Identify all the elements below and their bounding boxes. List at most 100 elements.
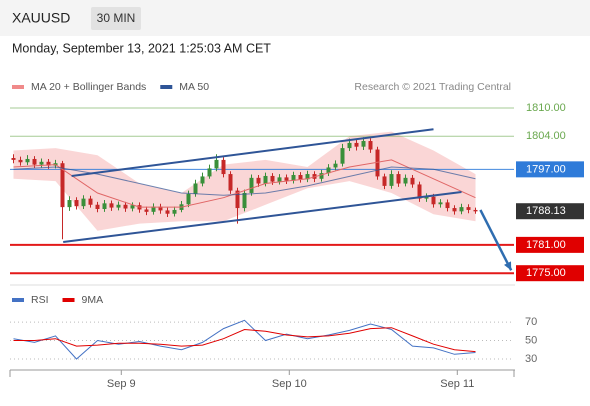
- candle-body: [410, 177, 415, 185]
- datetime: Monday, September 13, 2021 1:25:03 AM CE…: [12, 41, 271, 55]
- candle-body: [347, 142, 352, 149]
- candle-body: [270, 175, 275, 182]
- candle-body: [333, 163, 338, 168]
- candle-body: [214, 159, 219, 169]
- level-box: [516, 265, 584, 282]
- level-label: 1804.00: [526, 130, 566, 142]
- candle-body: [473, 209, 478, 212]
- ma20-line: [13, 159, 476, 208]
- candle-body: [60, 163, 65, 208]
- legend-label: RSI: [31, 294, 49, 306]
- candle-body: [81, 198, 86, 207]
- indicator-line: [13, 319, 476, 360]
- level-label: 1781.00: [526, 239, 566, 251]
- candle-body: [466, 207, 471, 210]
- candle-body: [172, 209, 177, 214]
- candle-body: [305, 174, 310, 180]
- candle-body: [74, 200, 79, 207]
- candle-body: [200, 176, 205, 184]
- candle-body: [18, 159, 23, 163]
- candle-body: [102, 203, 107, 209]
- candle-body: [445, 202, 450, 209]
- candle-body: [25, 158, 30, 163]
- candle-body: [151, 206, 156, 212]
- symbol: XAUUSD: [12, 10, 70, 26]
- x-tick-label: Sep 10: [272, 378, 307, 390]
- level-label: 1810.00: [526, 102, 566, 114]
- candle-body: [389, 174, 394, 186]
- candle-body: [95, 204, 100, 209]
- level-label: 1797.00: [526, 163, 566, 175]
- timeframe[interactable]: 30 MIN: [97, 11, 136, 25]
- candle-body: [298, 175, 303, 180]
- candle-body: [32, 158, 37, 165]
- candle-body: [277, 177, 282, 182]
- candle-body: [438, 202, 443, 205]
- legend-label: 9MA: [82, 294, 104, 306]
- candle-body: [130, 205, 135, 209]
- trendline: [71, 128, 434, 177]
- timeframe-badge[interactable]: [91, 7, 141, 30]
- level-box: [516, 236, 584, 253]
- candle-body: [417, 184, 422, 199]
- candle-body: [431, 196, 436, 205]
- legend-swatch: [62, 298, 75, 302]
- credit: Research © 2021 Trading Central: [354, 81, 511, 93]
- legend-label: MA 20 + Bollinger Bands: [31, 81, 146, 93]
- legend-swatch: [12, 85, 24, 89]
- candle-body: [242, 192, 247, 209]
- candle-body: [109, 203, 114, 208]
- candle-body: [424, 196, 429, 199]
- indicator-line: [13, 327, 476, 353]
- candle-body: [88, 198, 93, 205]
- level-label: 1788.13: [526, 205, 566, 217]
- candle-body: [46, 161, 51, 166]
- legend-swatch: [160, 85, 173, 89]
- candle-body: [368, 141, 373, 150]
- y-tick-label: 30: [525, 353, 537, 365]
- candle-body: [144, 209, 149, 212]
- candle-body: [326, 167, 331, 174]
- candle-body: [284, 177, 289, 181]
- candle-body: [11, 158, 16, 160]
- candle-body: [452, 208, 457, 212]
- candle-body: [228, 174, 233, 191]
- level-box: [516, 203, 584, 220]
- candle-body: [207, 168, 212, 177]
- candle-body: [319, 173, 324, 179]
- candle-body: [158, 206, 163, 211]
- x-tick-label: Sep 11: [440, 378, 474, 390]
- candle-body: [459, 207, 464, 212]
- header-bar: [0, 0, 590, 36]
- candle-body: [116, 204, 121, 208]
- candle-body: [193, 183, 198, 194]
- candle-body: [340, 148, 345, 164]
- forecast-arrow: [479, 209, 513, 271]
- candle-body: [165, 210, 170, 214]
- y-tick-label: 70: [525, 316, 537, 328]
- legend-label: MA 50: [179, 81, 209, 93]
- candle-body: [123, 204, 128, 209]
- candle-body: [186, 193, 191, 205]
- level-label: 1775.00: [526, 267, 566, 279]
- candle-body: [361, 141, 366, 147]
- candle-body: [256, 177, 261, 184]
- candle-body: [235, 190, 240, 209]
- trendline: [63, 191, 462, 244]
- candle-body: [291, 175, 296, 181]
- bollinger-band: [13, 131, 476, 231]
- candle-body: [67, 200, 72, 208]
- candle-body: [354, 142, 359, 147]
- candle-body: [382, 176, 387, 186]
- legend-swatch: [12, 298, 24, 302]
- candle-body: [403, 177, 408, 184]
- y-tick-label: 50: [525, 334, 537, 346]
- candle-body: [39, 161, 44, 165]
- arrow-head: [504, 261, 512, 271]
- candle-body: [249, 177, 254, 193]
- x-tick-label: Sep 9: [107, 378, 136, 390]
- candle-body: [221, 159, 226, 175]
- candle-body: [263, 175, 268, 184]
